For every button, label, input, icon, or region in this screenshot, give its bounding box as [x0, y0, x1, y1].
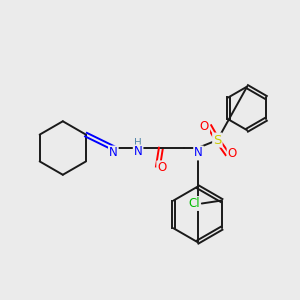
Text: N: N — [134, 146, 142, 158]
Text: N: N — [194, 146, 203, 160]
Text: O: O — [157, 161, 167, 174]
Text: Cl: Cl — [188, 197, 200, 210]
Text: H: H — [134, 138, 142, 148]
Text: O: O — [200, 120, 209, 133]
Text: N: N — [109, 146, 118, 160]
Text: S: S — [213, 134, 222, 147]
Text: O: O — [228, 148, 237, 160]
